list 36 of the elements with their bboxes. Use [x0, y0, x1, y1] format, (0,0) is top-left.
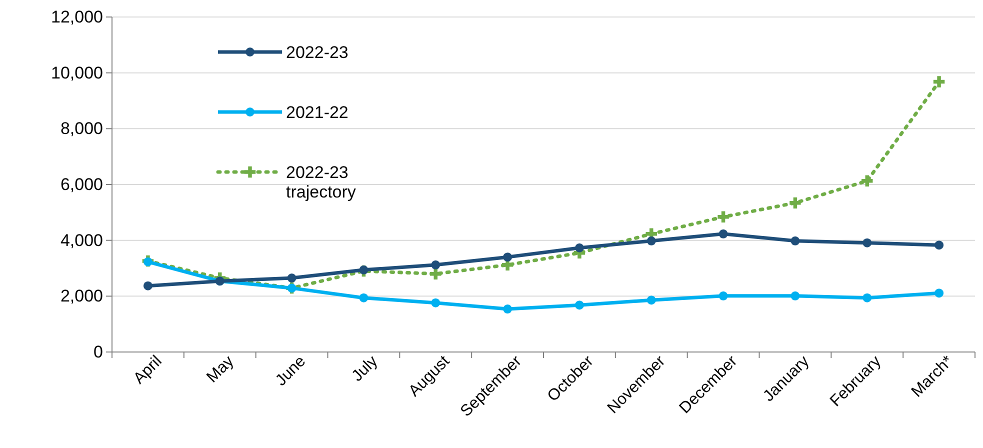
point [646, 296, 656, 305]
x-tick-label: July [348, 352, 382, 385]
point [431, 298, 440, 308]
y-tick-label: 0 [94, 342, 103, 362]
point [718, 291, 728, 300]
y-tick-label: 10,000 [51, 63, 103, 82]
y-tick-label: 12,000 [51, 7, 103, 26]
point [862, 175, 873, 186]
point [359, 293, 368, 302]
point [790, 236, 800, 246]
point [934, 288, 944, 298]
legend-label: 2022-23 [286, 43, 348, 62]
point [862, 238, 872, 248]
point [862, 293, 872, 302]
point [143, 281, 152, 290]
point [574, 300, 584, 310]
point [503, 304, 512, 314]
point [646, 236, 656, 246]
point [287, 274, 296, 283]
x-tick-label: May [204, 352, 238, 386]
point [718, 211, 729, 222]
point [934, 240, 944, 250]
point [790, 291, 800, 300]
point [359, 265, 368, 274]
point [718, 229, 728, 238]
legend-label: 2021-22 [286, 103, 348, 122]
y-tick-label: 4,000 [60, 230, 103, 250]
point [574, 243, 584, 252]
point [933, 76, 945, 88]
y-tick-label: 2,000 [60, 286, 103, 306]
legend-label: 2022-23 trajectory [286, 163, 356, 202]
y-tick-label: 6,000 [60, 174, 103, 194]
point [431, 260, 440, 270]
y-tick-label: 8,000 [60, 119, 103, 138]
point [790, 197, 801, 209]
point [503, 252, 512, 262]
